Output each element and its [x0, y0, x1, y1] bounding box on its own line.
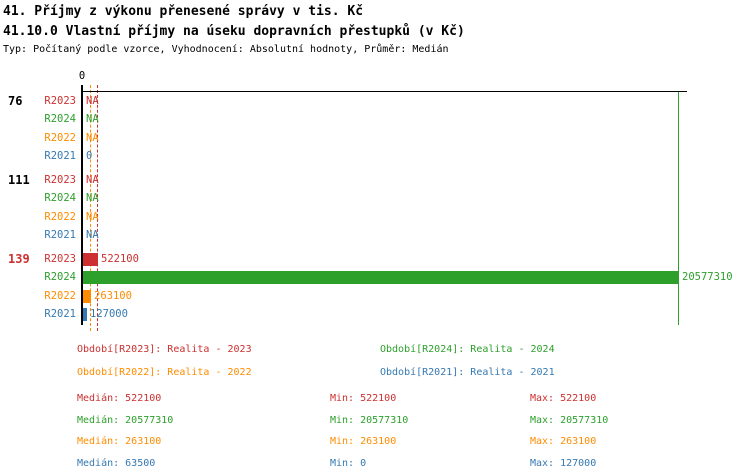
bar-139-R2021 [83, 308, 87, 322]
stat-min-R2021: Min: 0 [330, 457, 367, 469]
bar-value-139-R2021: 127000 [90, 308, 128, 321]
row-label-76-R2024: R2024 [44, 113, 76, 126]
bar-value-111-R2021: NA [86, 229, 99, 242]
row-label-111-R2024: R2024 [44, 192, 76, 205]
stat-min-R2024: Min: 20577310 [330, 414, 409, 426]
row-label-139-R2022: R2022 [44, 289, 76, 302]
indicator-title: 41.10.0 Vlastní příjmy na úseku dopravní… [3, 24, 465, 39]
row-label-111-R2022: R2022 [44, 210, 76, 223]
bar-value-139-R2022: 263100 [94, 289, 132, 302]
group-label-76: 76 [8, 94, 23, 109]
row-label-76-R2021: R2021 [44, 150, 76, 163]
row-label-139-R2023: R2023 [44, 252, 76, 265]
row-label-139-R2021: R2021 [44, 308, 76, 321]
stat-max-R2023: Max: 522100 [530, 393, 597, 404]
guide-line-R2023 [97, 85, 98, 331]
row-label-76-R2022: R2022 [44, 131, 76, 144]
bar-value-111-R2024: NA [86, 192, 99, 205]
legend-item-R2023: Období[R2023]: Realita - 2023 [77, 344, 252, 355]
stat-median-R2021: Medián: 63500 [77, 457, 156, 469]
x-axis-zero-tick: 0 [78, 70, 86, 82]
stat-median-R2022: Medián: 263100 [77, 436, 162, 447]
y-axis-line [81, 85, 83, 325]
bar-value-76-R2021: 0 [86, 150, 93, 163]
stat-max-R2024: Max: 20577310 [530, 414, 609, 426]
row-label-139-R2024: R2024 [44, 271, 76, 284]
group-label-111: 111 [8, 173, 30, 188]
bar-value-111-R2023: NA [86, 173, 99, 186]
guide-line-R2024 [678, 91, 679, 325]
row-label-111-R2021: R2021 [44, 229, 76, 242]
stat-median-R2024: Medián: 20577310 [77, 414, 174, 426]
bar-value-139-R2023: 522100 [101, 252, 139, 265]
bar-value-139-R2024: 20577310 [682, 271, 733, 284]
stat-min-R2022: Min: 263100 [330, 436, 397, 447]
legend-item-R2022: Období[R2022]: Realita - 2022 [77, 367, 252, 378]
plot-top-border [82, 91, 687, 92]
group-label-139: 139 [8, 252, 30, 267]
stat-min-R2023: Min: 522100 [330, 393, 397, 404]
row-label-111-R2023: R2023 [44, 173, 76, 186]
bar-value-76-R2023: NA [86, 94, 99, 107]
bar-139-R2024 [83, 271, 679, 285]
legend-item-R2024: Období[R2024]: Realita - 2024 [380, 344, 555, 355]
chart-meta-line: Typ: Počítaný podle vzorce, Vyhodnocení:… [3, 44, 449, 55]
stat-max-R2021: Max: 127000 [530, 457, 597, 469]
stat-max-R2022: Max: 263100 [530, 436, 597, 447]
row-label-76-R2023: R2023 [44, 94, 76, 107]
bar-value-76-R2024: NA [86, 113, 99, 126]
guide-line-R2022 [90, 85, 91, 331]
bar-value-111-R2022: NA [86, 210, 99, 223]
bar-139-R2023 [83, 252, 98, 266]
bar-139-R2022 [83, 289, 91, 303]
legend-item-R2021: Období[R2021]: Realita - 2021 [380, 367, 555, 378]
stat-median-R2023: Medián: 522100 [77, 393, 162, 404]
bar-value-76-R2022: NA [86, 131, 99, 144]
page-title: 41. Příjmy z výkonu přenesené správy v t… [3, 4, 364, 19]
